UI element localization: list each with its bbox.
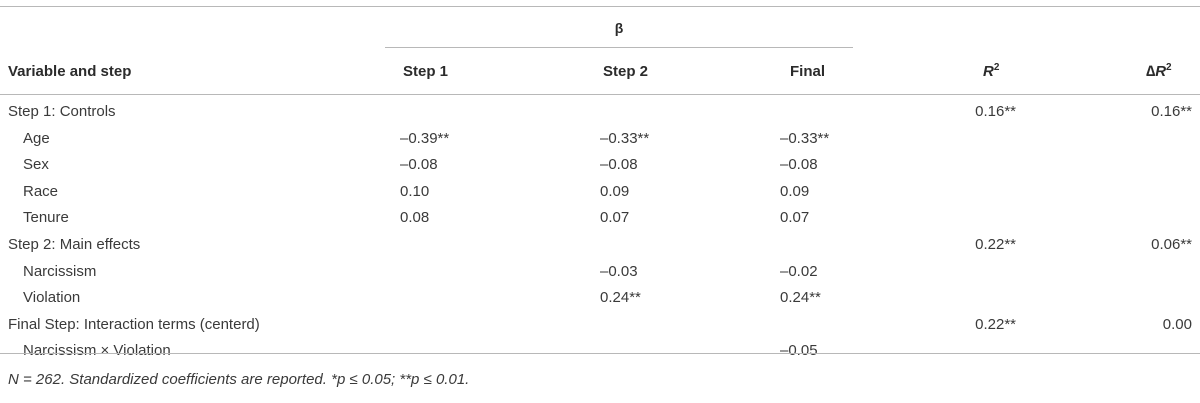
cell-step1: –0.39** [400, 130, 450, 147]
row-label: Violation [23, 289, 81, 306]
row-label: Narcissism × Violation [23, 342, 171, 359]
cell-dr2: 0.06** [1151, 236, 1192, 253]
bottom-rule [0, 353, 1200, 354]
cell-step2: 0.07 [600, 209, 630, 226]
table-footnote: N = 262. Standardized coefficients are r… [8, 371, 470, 388]
row-label: Sex [23, 156, 49, 173]
cell-final: –0.02 [780, 263, 818, 280]
header-dr2-sup: 2 [1166, 62, 1172, 73]
header-step2: Step 2 [603, 63, 649, 80]
cell-final: 0.24** [780, 289, 821, 306]
header-step1: Step 1 [403, 63, 449, 80]
cell-final: –0.33** [780, 130, 830, 147]
cell-step2: –0.08 [600, 156, 638, 173]
cell-r2: 0.22** [975, 316, 1016, 333]
row-label: Step 1: Controls [8, 103, 116, 120]
header-dr2-base: R [1155, 63, 1167, 80]
beta-header: β [614, 20, 624, 36]
header-dr2-prefix: ∆ [1146, 63, 1156, 80]
row-label: Race [23, 183, 59, 200]
header-final: Final [790, 63, 826, 80]
cell-step2: –0.33** [600, 130, 650, 147]
header-r2-sup: 2 [993, 62, 1000, 73]
cell-step2: 0.09 [600, 183, 630, 200]
header-r2: R2 [983, 63, 999, 81]
cell-final: 0.09 [780, 183, 810, 200]
cell-dr2: 0.00 [1162, 316, 1192, 333]
beta-span-rule [385, 47, 853, 48]
cell-dr2: 0.16** [1151, 103, 1192, 120]
row-label: Narcissism [23, 263, 97, 280]
cell-step2: –0.03 [600, 263, 638, 280]
cell-step2: 0.24** [600, 289, 641, 306]
cell-final: –0.05 [780, 342, 818, 359]
top-rule [0, 6, 1200, 7]
cell-step1: 0.10 [400, 183, 430, 200]
cell-final: –0.08 [780, 156, 818, 173]
cell-step1: –0.08 [400, 156, 438, 173]
row-label: Step 2: Main effects [8, 236, 141, 253]
cell-step1: 0.08 [400, 209, 430, 226]
header-variable: Variable and step [8, 63, 132, 80]
header-r2-base: R [983, 63, 994, 80]
cell-final: 0.07 [780, 209, 810, 226]
cell-r2: 0.22** [975, 236, 1016, 253]
row-label: Final Step: Interaction terms (centerd) [8, 316, 260, 333]
header-dr2: ∆R2 [1146, 63, 1172, 81]
cell-r2: 0.16** [975, 103, 1016, 120]
row-label: Tenure [23, 209, 69, 226]
row-label: Age [23, 130, 50, 147]
header-rule [0, 94, 1200, 95]
